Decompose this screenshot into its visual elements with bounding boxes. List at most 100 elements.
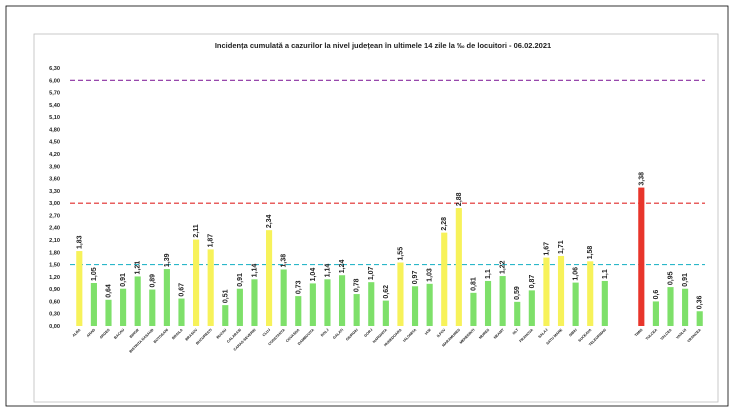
bar	[382, 300, 389, 326]
y-tick-label: 3,30	[49, 189, 60, 195]
bar	[514, 301, 521, 326]
y-tick-label: 1,20	[49, 275, 60, 281]
data-label: 1,21	[135, 261, 142, 275]
bars	[76, 187, 703, 326]
data-label: 1,05	[91, 267, 98, 281]
bar	[682, 288, 689, 326]
y-tick-label: 6,30	[49, 66, 60, 72]
data-label: 0,89	[149, 274, 156, 288]
bar	[601, 280, 608, 326]
data-label: 0,91	[120, 273, 127, 287]
bar	[280, 269, 287, 326]
data-label: 1,06	[573, 267, 580, 281]
data-label: 1,22	[500, 260, 507, 274]
bar	[120, 288, 127, 326]
y-tick-label: 3,60	[49, 177, 60, 183]
bar	[543, 257, 550, 326]
data-label: 1,71	[558, 240, 565, 254]
data-label: 0,73	[295, 280, 302, 294]
bar	[638, 187, 645, 326]
data-label: 0,81	[470, 277, 477, 291]
bar	[134, 276, 141, 326]
data-label: 1,67	[543, 242, 550, 256]
x-tick-label: DOLJ	[320, 328, 330, 338]
y-tick-label: 5,10	[49, 115, 60, 121]
x-tick-label: GORJ	[363, 328, 373, 338]
data-label: 1,1	[602, 269, 609, 279]
data-label: 2,34	[266, 214, 273, 228]
bar	[338, 275, 346, 326]
bar	[470, 292, 477, 326]
bar	[557, 255, 565, 326]
y-tick-label: 4,80	[49, 127, 60, 133]
data-label: 1,24	[339, 259, 346, 273]
bar	[426, 283, 433, 326]
bar	[484, 280, 492, 326]
data-label: 1,83	[76, 235, 83, 249]
bar	[178, 298, 185, 326]
bar	[528, 290, 535, 326]
data-label: 1,55	[397, 247, 404, 261]
bar	[222, 305, 229, 326]
data-label: 0,87	[529, 275, 536, 289]
bar	[368, 282, 375, 326]
chart-title: Incidența cumulată a cazurilor la nivel …	[215, 41, 551, 50]
bar	[652, 301, 659, 326]
bar	[572, 282, 579, 326]
bar	[266, 230, 273, 326]
x-tick-label: ALBA	[72, 328, 82, 338]
y-tick-label: 1,80	[49, 250, 60, 256]
data-label: 1,1	[485, 269, 492, 279]
x-tick-label: OLT	[512, 327, 520, 335]
y-tick-label: 5,40	[49, 103, 60, 109]
bar	[76, 251, 83, 326]
y-tick-label: 0,60	[49, 299, 60, 305]
x-tick-label: SALAJ	[537, 328, 548, 339]
bar	[236, 288, 243, 326]
bar	[499, 276, 506, 326]
bar	[587, 261, 594, 326]
bar	[411, 286, 419, 326]
data-label: 1,03	[427, 268, 434, 282]
data-label: 1,87	[208, 234, 215, 248]
x-tick-label: BIHOR	[129, 328, 140, 339]
bar	[207, 249, 214, 326]
data-label: 2,11	[193, 224, 200, 237]
bar	[295, 296, 302, 326]
data-label: 0,64	[105, 284, 112, 298]
bar	[397, 262, 404, 326]
data-label: 0,97	[412, 271, 419, 285]
data-label: 0,6	[653, 290, 660, 300]
data-label: 3,38	[638, 172, 645, 186]
threshold-lines	[70, 79, 705, 266]
data-label: 1,04	[310, 268, 317, 282]
data-label: 0,91	[237, 273, 244, 287]
data-label: 1,14	[251, 264, 258, 278]
data-label: 0,36	[697, 296, 704, 310]
data-label: 0,95	[668, 271, 675, 285]
bar	[105, 299, 112, 326]
bar	[696, 311, 703, 326]
data-label: 0,51	[222, 289, 229, 303]
bar	[441, 232, 448, 326]
bar	[149, 289, 156, 326]
y-tick-label: 2,40	[49, 226, 60, 232]
y-tick-label: 3,00	[49, 201, 60, 207]
y-tick-label: 5,70	[49, 91, 60, 97]
y-tick-label: 0,00	[49, 324, 60, 330]
y-tick-label: 2,70	[49, 213, 60, 219]
y-tick-label: 0,90	[49, 287, 60, 293]
y-tick-label: 3,90	[49, 164, 60, 170]
data-label: 1,58	[587, 246, 594, 260]
x-tick-label: SIBIU	[568, 328, 578, 338]
bar	[90, 283, 97, 326]
data-label: 0,62	[383, 285, 390, 299]
bar	[193, 239, 200, 326]
bar	[667, 287, 674, 326]
y-tick-label: 2,10	[49, 238, 60, 244]
x-tick-label: TIMIS	[634, 327, 644, 337]
x-tick-label: CLUJ	[262, 328, 271, 337]
x-tick-label: VASLUI	[675, 328, 687, 340]
